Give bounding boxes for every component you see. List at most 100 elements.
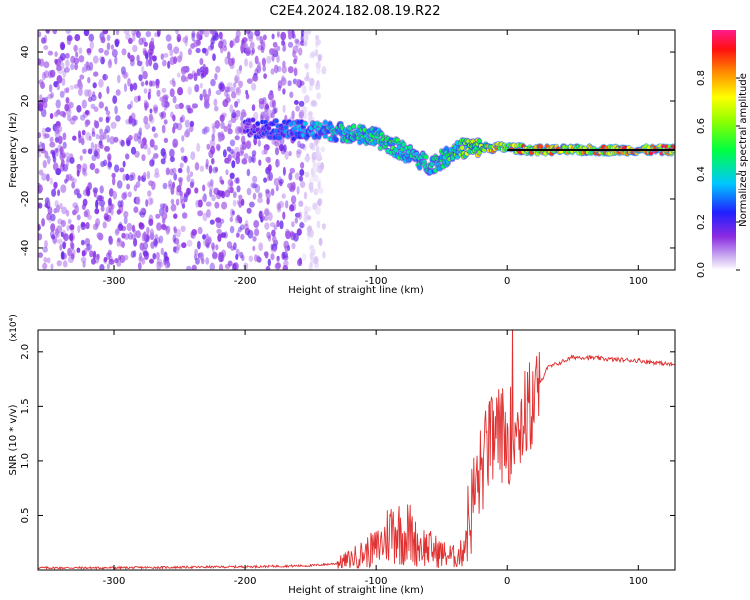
noise-cell: [281, 39, 286, 47]
noise-cell: [110, 203, 115, 210]
noise-cell: [156, 89, 161, 97]
noise-cell: [86, 48, 92, 56]
noise-cell: [298, 47, 303, 56]
noise-cell: [105, 116, 110, 124]
noise-cell: [106, 252, 111, 260]
noise-cell: [257, 140, 261, 147]
noise-cell: [74, 205, 79, 214]
noise-cell: [102, 221, 107, 229]
noise-cell: [303, 94, 310, 104]
noise-cell: [201, 128, 206, 135]
noise-cell: [282, 88, 286, 95]
noise-cell: [127, 191, 132, 198]
colorbar-tick-label: 0.4: [696, 166, 707, 182]
noise-cell: [127, 104, 132, 110]
noise-cell: [299, 222, 305, 229]
noise-cell: [254, 30, 261, 37]
noise-cell: [264, 208, 270, 217]
noise-cell: [92, 55, 99, 64]
noise-cell: [149, 108, 153, 114]
noise-cell: [76, 214, 81, 221]
spectrogram-y-axis-label: Frequency (Hz): [8, 112, 19, 188]
noise-cell: [227, 123, 232, 130]
noise-cell: [187, 48, 192, 56]
noise-cell: [267, 92, 274, 101]
noise-cell: [93, 71, 99, 77]
noise-cell: [218, 82, 223, 91]
noise-cell: [263, 147, 268, 155]
noise-cell: [99, 55, 103, 63]
noise-cell: [236, 151, 241, 159]
noise-cell: [69, 153, 74, 162]
noise-cell: [93, 119, 97, 128]
noise-cell: [219, 114, 225, 122]
noise-cell: [205, 66, 209, 75]
noise-cell: [241, 254, 245, 262]
noise-cell: [125, 33, 131, 41]
noise-cell: [193, 72, 198, 82]
noise-cell: [275, 185, 279, 192]
noise-cell: [54, 58, 58, 64]
noise-cell: [172, 167, 177, 174]
noise-cell: [75, 51, 79, 58]
noise-cell: [117, 200, 122, 208]
noise-cell: [187, 105, 192, 114]
noise-cell: [307, 111, 313, 117]
noise-cell: [205, 257, 210, 265]
noise-cell: [279, 181, 283, 187]
noise-cell: [218, 40, 224, 49]
noise-cell: [128, 134, 133, 141]
noise-cell: [147, 197, 153, 206]
noise-cell: [122, 160, 126, 168]
noise-cell: [156, 31, 161, 38]
noise-cell: [105, 110, 111, 116]
noise-cell: [267, 258, 271, 267]
noise-cell: [84, 110, 90, 115]
noise-cell: [277, 65, 282, 73]
noise-cell: [81, 66, 85, 74]
noise-cell: [60, 219, 66, 228]
noise-cell: [232, 263, 237, 270]
noise-cell: [149, 159, 155, 167]
noise-cell: [81, 99, 87, 109]
noise-cell: [73, 57, 80, 65]
noise-cell: [151, 181, 156, 191]
noise-cell: [81, 138, 85, 146]
noise-cell: [216, 228, 222, 235]
spectrogram-x-ticks: -300 -200 -100 0 100: [103, 30, 648, 287]
noise-cell: [41, 71, 47, 81]
noise-cell: [290, 195, 297, 204]
noise-cell: [50, 263, 54, 270]
noise-cell: [57, 135, 63, 145]
noise-cell: [191, 103, 195, 110]
snr-x-ticks: -300 -200 -100 0 100: [103, 330, 648, 587]
noise-cell: [63, 233, 69, 242]
noise-cell: [229, 40, 234, 48]
noise-cell: [279, 220, 284, 230]
noise-cell: [229, 172, 235, 179]
ridge-cell: [334, 137, 339, 142]
noise-cell: [153, 238, 158, 247]
noise-cell: [130, 250, 135, 258]
noise-cell: [295, 79, 301, 87]
noise-cell: [119, 240, 124, 247]
noise-cell: [177, 87, 184, 96]
noise-cell: [123, 216, 128, 225]
noise-cell: [282, 166, 286, 176]
noise-cell: [167, 180, 173, 187]
noise-cell: [153, 144, 158, 151]
noise-cell: [136, 60, 143, 67]
noise-cell: [154, 167, 159, 175]
noise-cell: [308, 84, 313, 92]
noise-cell: [196, 142, 201, 152]
noise-cell: [80, 114, 86, 121]
noise-cell: [214, 120, 220, 129]
noise-cell: [65, 59, 70, 68]
noise-cell: [272, 47, 277, 55]
noise-cell: [181, 242, 187, 249]
noise-cell: [46, 212, 52, 221]
noise-cell: [49, 141, 56, 148]
noise-cell: [276, 220, 280, 228]
noise-cell: [219, 218, 225, 224]
noise-cell: [290, 202, 297, 212]
